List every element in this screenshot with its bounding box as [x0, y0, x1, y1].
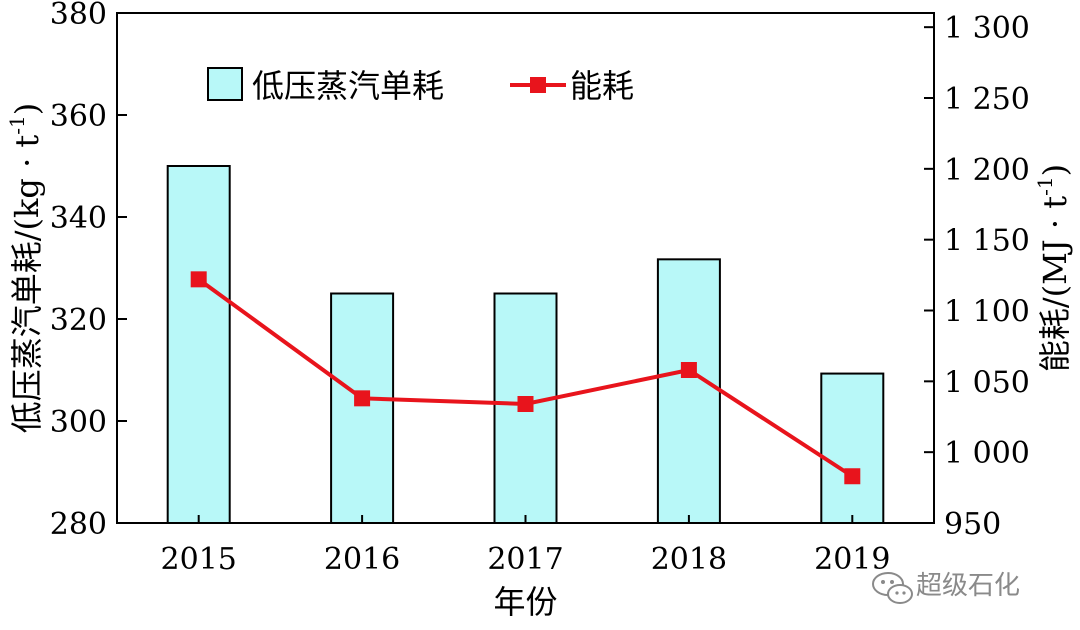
- line-series: [190, 271, 861, 485]
- y2-tick-label: 1 000: [944, 436, 1030, 471]
- x-tick-label: 2017: [487, 542, 563, 577]
- y2-tick-label: 1 200: [944, 153, 1030, 188]
- energy-point: [190, 271, 207, 288]
- y-axis-label: 低压蒸汽单耗/(kg · t-1): [5, 103, 46, 434]
- y2-axis-label-close: ): [1036, 164, 1074, 176]
- watermark-text: 超级石化: [916, 571, 1020, 601]
- y-axis-label-main: 低压蒸汽单耗/(kg · t: [8, 135, 46, 434]
- x-tick-label: 2015: [161, 542, 237, 577]
- watermark: 超级石化: [872, 571, 1020, 604]
- energy-point: [354, 390, 371, 407]
- legend-bar-label: 低压蒸汽单耗: [252, 67, 444, 105]
- y2-tick-label: 1 050: [944, 365, 1030, 400]
- wechat-icon: [872, 572, 913, 604]
- bar: [330, 292, 395, 524]
- bar: [656, 258, 721, 524]
- legend: 低压蒸汽单耗 能耗: [207, 67, 634, 105]
- x-tick-label: 2019: [814, 542, 890, 577]
- y-axis-label-sup: -1: [5, 115, 29, 134]
- y2-tick-label: 1 150: [944, 224, 1030, 259]
- y2-tick-label: 1 300: [944, 11, 1030, 46]
- x-tick-label: 2016: [324, 542, 400, 577]
- y-tick-label: 360: [50, 99, 107, 134]
- bar: [166, 165, 231, 524]
- energy-point: [844, 468, 861, 485]
- energy-point: [680, 362, 697, 378]
- bar: [820, 372, 885, 524]
- x-axis-ticks: 2015 2016 2017 2018 2019: [161, 515, 890, 577]
- y-tick-label: 300: [50, 405, 107, 440]
- y2-axis-label-main: 能耗/(MJ · t: [1036, 196, 1074, 372]
- energy-point: [517, 396, 534, 412]
- y2-tick-label: 1 250: [944, 82, 1030, 117]
- axis-ticks: 280 300 320 340 360 380 950 1 000 1 050 1 100 1 15…: [50, 0, 1030, 542]
- legend-line-label: 能耗: [570, 67, 634, 105]
- y-tick-label: 380: [50, 0, 107, 32]
- bar-series: [166, 165, 885, 524]
- legend-line-marker: [530, 77, 546, 93]
- y2-axis-label: 能耗/(MJ · t-1): [1033, 164, 1074, 372]
- y-tick-label: 280: [50, 507, 107, 542]
- y2-tick-label: 1 100: [944, 295, 1030, 330]
- y-tick-label: 340: [50, 201, 107, 236]
- x-axis-label: 年份: [493, 583, 557, 621]
- legend-bar-swatch: [207, 67, 243, 101]
- y-tick-label: 320: [50, 303, 107, 338]
- y2-tick-label: 950: [944, 507, 1001, 542]
- y-axis-label-close: ): [8, 103, 46, 115]
- x-tick-label: 2018: [651, 542, 727, 577]
- y2-axis-label-sup: -1: [1033, 176, 1057, 195]
